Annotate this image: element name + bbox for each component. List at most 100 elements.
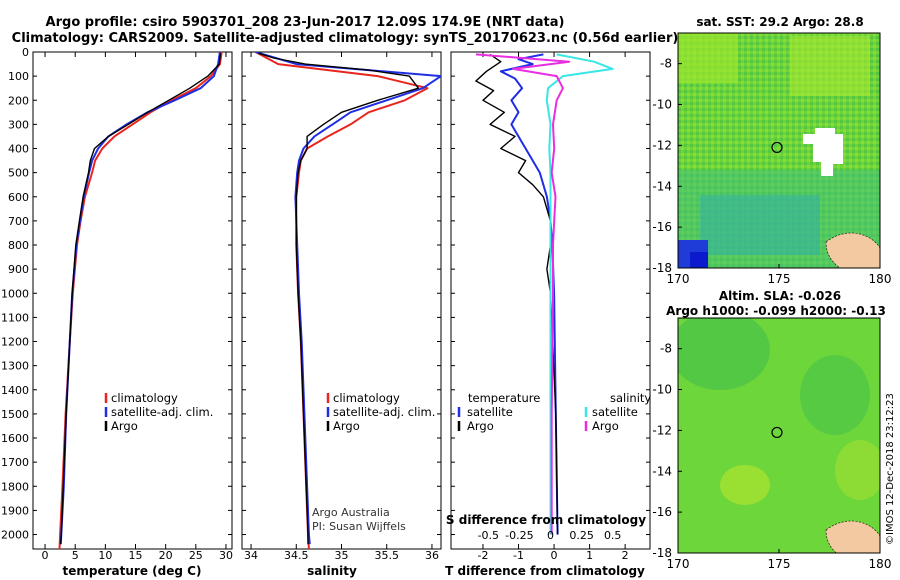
legend-label: climatology [111,391,178,405]
depth-tick-label: 400 [8,143,29,156]
salinity-x-ticks: 34 34.5 35 35.5 36 [244,52,439,562]
sst-map: 170 175 180 -8 -10 -12 -14 -16 -18 [652,32,891,286]
series-line-argo [258,52,420,545]
legend-label: Argo [467,419,494,433]
depth-tick-label: 1300 [1,360,29,373]
depth-tick-label: 900 [8,263,29,276]
temperature-x-ticks: 0 5 10 15 20 25 30 [42,52,233,562]
difference-legend: temperature salinitysatelliteArgosatellit… [457,391,651,433]
x-tick-label: 30 [219,549,233,562]
depth-tick-label: 100 [8,70,29,83]
depth-tick-label: 500 [8,167,29,180]
map-y-tick-label: -14 [652,179,672,193]
x2-tick-label: 0.25 [569,529,594,542]
depth-tick-label: 300 [8,118,29,131]
x-tick-label: 20 [159,549,173,562]
map-x-tick-label: 180 [869,557,892,571]
temperature-x-label: temperature (deg C) [63,564,202,578]
salinity-panel-frame [241,51,442,550]
land-fiji-2 [825,520,880,553]
temperature-series [58,52,223,549]
x-tick-label: 0 [42,549,49,562]
map-y-tick-label: -12 [652,138,672,152]
difference-series [475,53,614,535]
map-y-tick-label: -14 [652,464,672,478]
x-tick-label: 15 [129,549,143,562]
depth-tick-label: 1000 [1,287,29,300]
map-y-tick-label: -10 [652,383,672,397]
series-line-t-satellite [499,53,559,535]
depth-tick-label: 1200 [1,336,29,349]
argo-position-marker-2 [771,426,783,439]
legend-title-salinity: salinity [610,391,651,405]
legend-title-temperature: temperature [468,391,540,405]
legend-label: satellite [592,405,638,419]
map-y-tick-label: -12 [652,423,672,437]
temperature-panel: 0 5 10 15 20 25 30 temperature (deg C) climato… [42,52,233,578]
depth-axis: 0 100 200 300 400 500 600 700 800 900 1000 1100 1200… [1,46,650,542]
series-line-s-satellite [545,53,614,535]
x-tick-label: -2 [477,549,488,562]
figure-title-line2: Climatology: CARS2009. Satellite-adjuste… [12,31,679,46]
depth-tick-label: 2000 [1,529,29,542]
legend-label: climatology [333,391,400,405]
depth-tick-label: 1800 [1,480,29,493]
x2-tick-label: -0.25 [505,529,533,542]
map-y-tick-label: -8 [660,342,672,356]
legend-label: Argo [592,419,619,433]
sla-low-patch-east [800,355,870,435]
x-tick-label: -1 [513,549,524,562]
map-x-tick-label: 170 [667,272,690,286]
sla-low-patch [678,318,770,390]
difference-x-ticks: -2 -1 0 1 2 [477,52,629,562]
series-line-t-argo [475,53,559,535]
x-tick-label: 0 [551,549,558,562]
sst-map-ticks: 170 175 180 -8 -10 -12 -14 -16 -18 [652,57,891,286]
sst-cold-core [690,252,708,268]
depth-tick-label: 0 [22,46,29,59]
sst-warm-patch [678,33,738,83]
series-line-climatology [58,52,223,549]
credit-argo-australia: Argo Australia [312,506,390,519]
legend-label: Argo [333,419,360,433]
depth-tick-label: 200 [8,94,29,107]
sla-map-title-line2: Argo h1000: -0.099 h2000: -0.13 [666,304,886,318]
difference-panel-frame [450,51,651,550]
map-y-tick-label: -16 [652,220,672,234]
x-tick-label: 36 [425,549,439,562]
map-y-tick-label: -8 [660,57,672,71]
salinity-series [255,52,441,549]
sla-map: 170 175 180 -8 -10 -12 -14 -16 -18 [652,317,891,571]
legend-label: satellite-adj. clim. [333,405,435,419]
sst-warm-patch-ne [790,36,870,96]
series-line-satellite-adj-clim- [255,52,441,545]
sla-map-title-line1: Altim. SLA: -0.026 [719,289,841,303]
figure-title-line1: Argo profile: csiro 5903701_208 23-Jun-2… [46,15,565,30]
credit-pi: PI: Susan Wijffels [312,520,406,533]
depth-tick-label: 1500 [1,408,29,421]
sst-missing-data [803,128,843,176]
map-y-tick-label: -16 [652,505,672,519]
legend-label: Argo [111,419,138,433]
x-tick-label: 35 [335,549,349,562]
series-line-s-argo [475,53,571,535]
land-fiji [825,232,880,268]
depth-tick-label: 700 [8,215,29,228]
depth-tick-label: 1700 [1,456,29,469]
temperature-panel-frame [32,51,233,550]
depth-tick-label: 1400 [1,384,29,397]
depth-tick-label: 1100 [1,311,29,324]
x-tick-label: 25 [189,549,203,562]
map-x-tick-label: 175 [768,272,791,286]
map-x-tick-label: 175 [768,557,791,571]
difference-panel: -2 -1 0 1 2 T difference from climatology S … [445,52,651,578]
x-tick-label: 5 [72,549,79,562]
sst-cool-patch [700,195,820,255]
x-tick-label: 34.5 [284,549,309,562]
t-difference-x-label: T difference from climatology [445,564,645,578]
s-difference-x-label: S difference from climatology [446,513,646,527]
depth-tick-label: 1900 [1,504,29,517]
sla-map-ticks: 170 175 180 -8 -10 -12 -14 -16 -18 [652,342,891,571]
